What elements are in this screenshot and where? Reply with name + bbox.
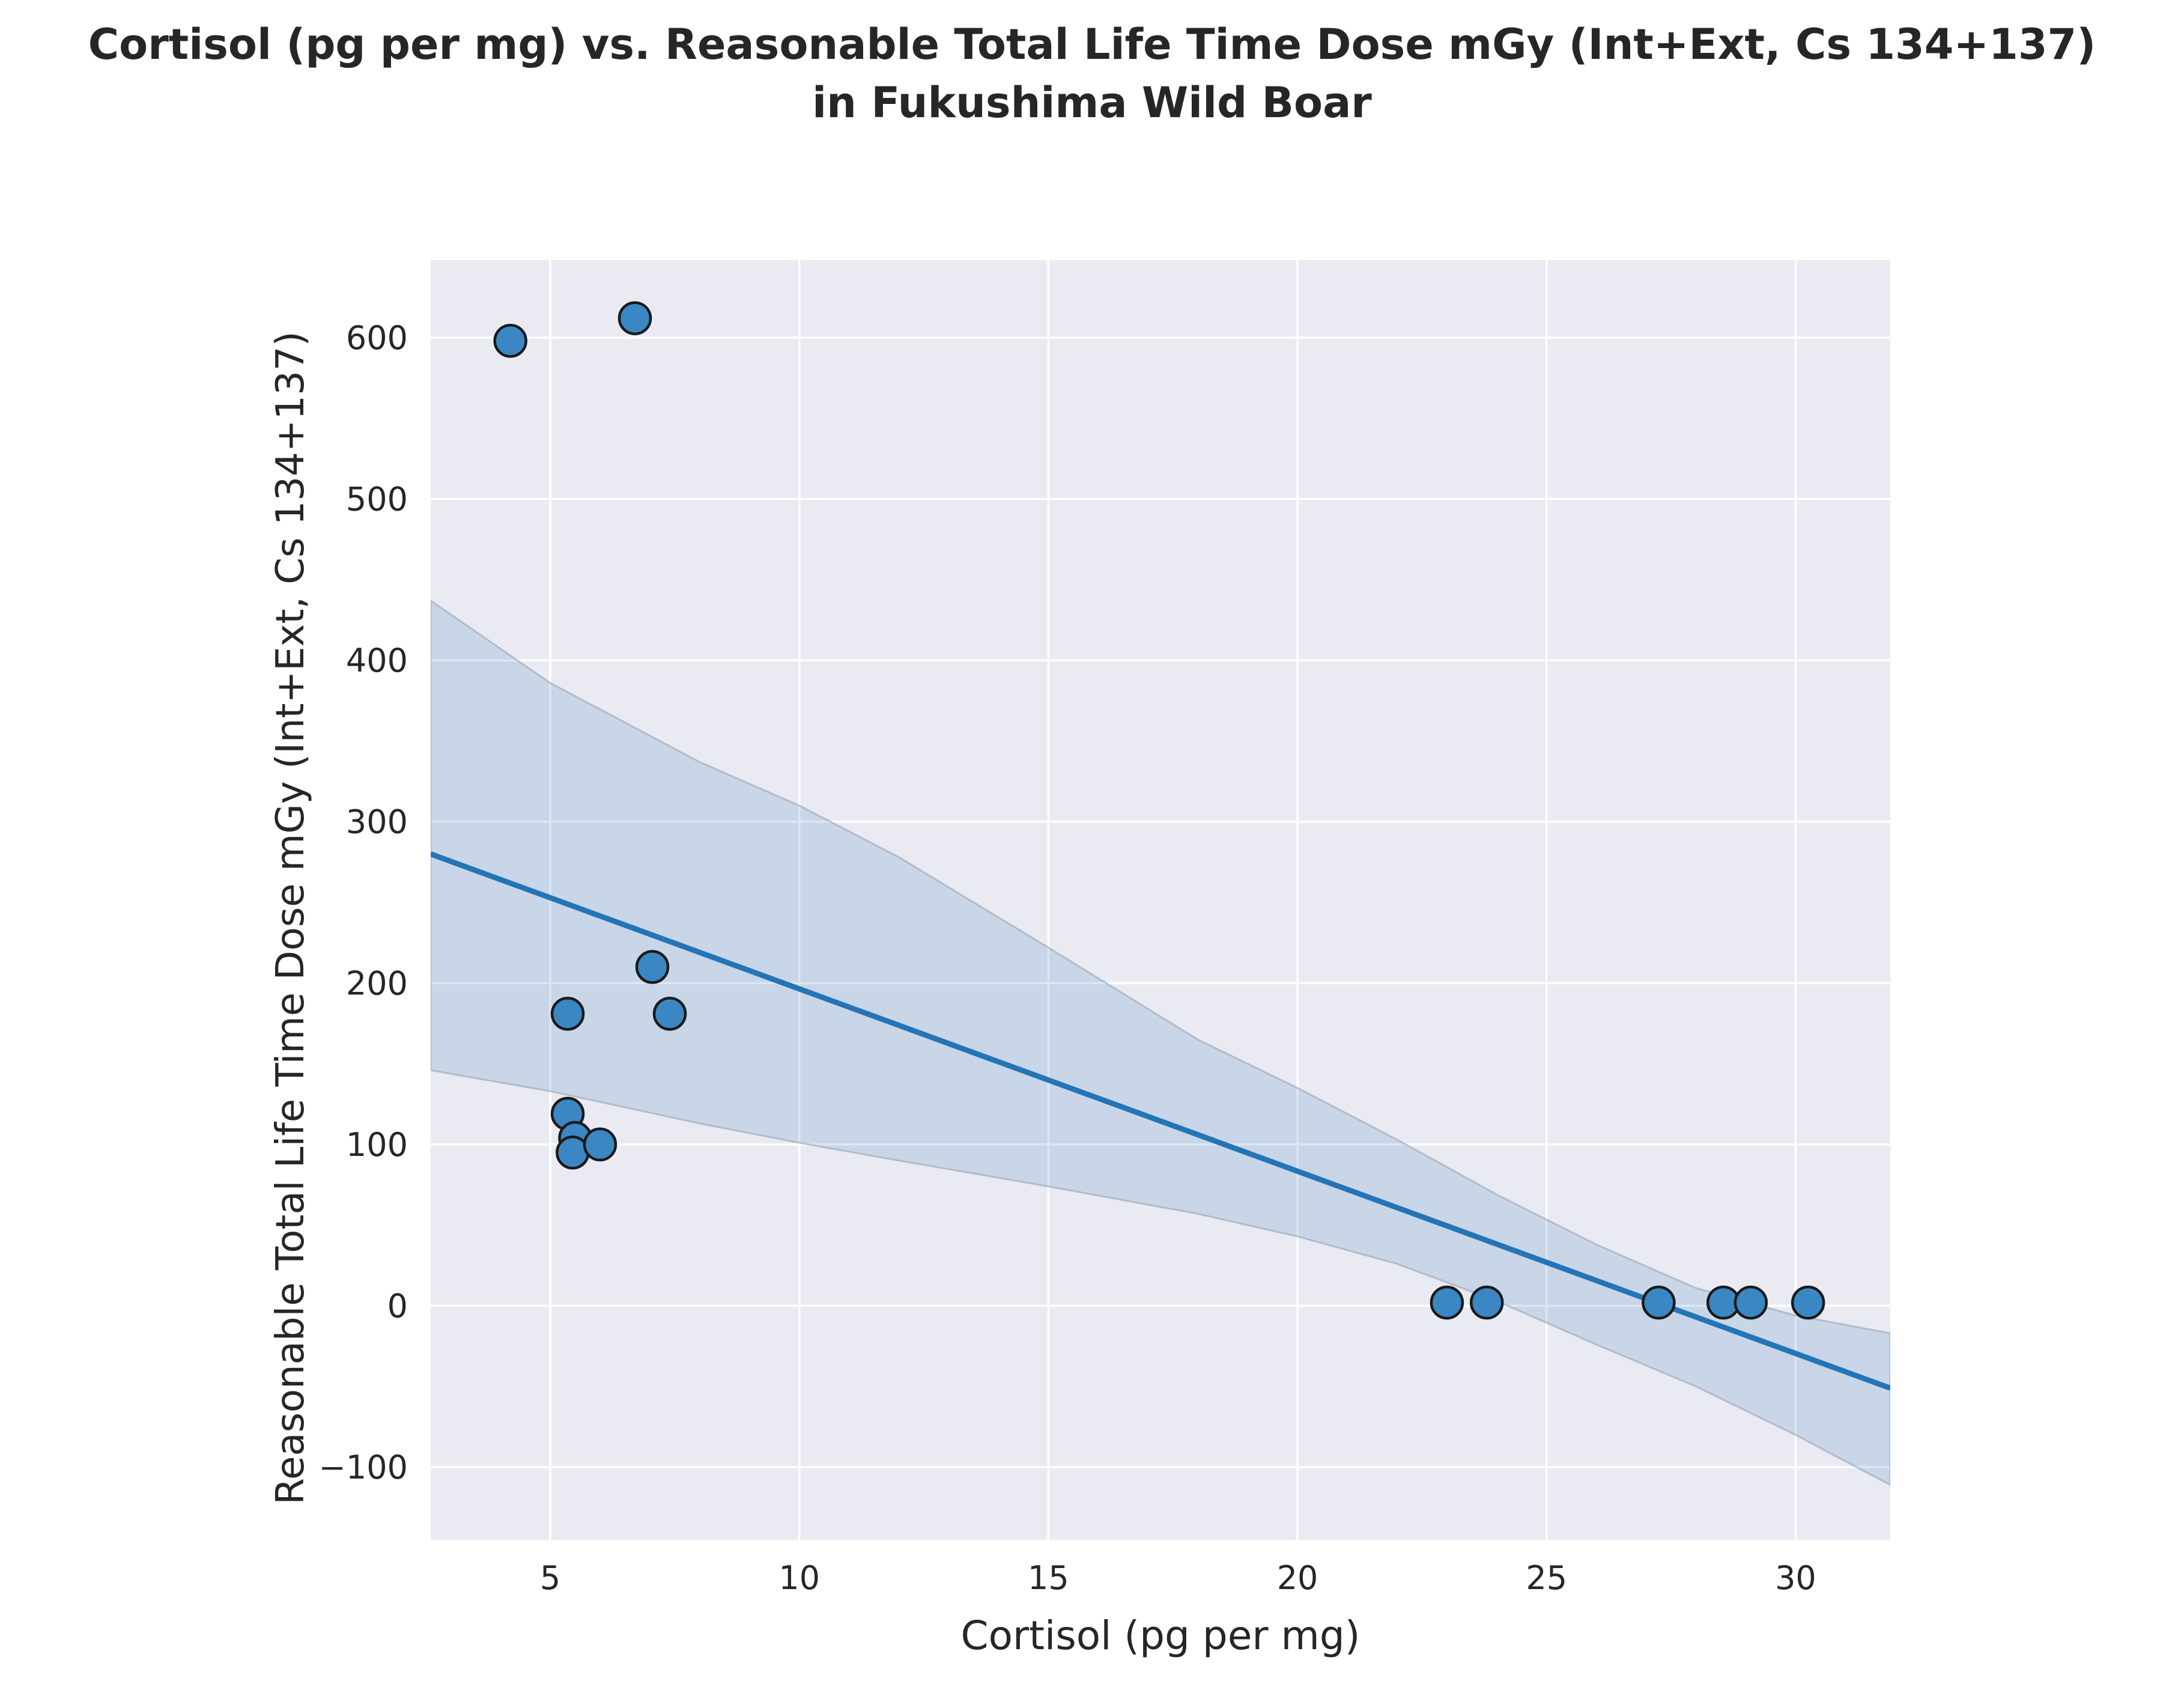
y-tick-label: 400 — [346, 642, 408, 679]
data-point — [1469, 1285, 1504, 1320]
y-tick-label: 100 — [346, 1126, 408, 1164]
y-tick-label: 600 — [346, 319, 408, 357]
confidence-band — [431, 599, 1890, 1486]
data-point — [617, 301, 652, 335]
grid-lines — [431, 260, 1890, 1540]
data-points — [493, 301, 1825, 1320]
data-point — [493, 324, 527, 358]
y-tick-label: 300 — [346, 803, 408, 841]
x-tick-label: 5 — [540, 1559, 560, 1597]
x-tick-label: 20 — [1277, 1559, 1318, 1597]
y-tick-label: 0 — [387, 1287, 408, 1325]
data-point — [550, 997, 585, 1031]
x-tick-label: 25 — [1526, 1559, 1567, 1597]
x-tick-label: 10 — [778, 1559, 820, 1597]
x-axis-ticks: 5 10 15 20 25 30 — [540, 1559, 1816, 1597]
data-point — [635, 950, 670, 984]
data-point — [1642, 1285, 1676, 1320]
plot-content — [431, 301, 1890, 1486]
y-axis-label: Reasonable Total Life Time Dose mGy (Int… — [268, 331, 313, 1504]
y-axis-ticks: −100 0 100 200 300 400 500 600 — [319, 319, 408, 1486]
data-point — [583, 1127, 617, 1162]
data-point — [1791, 1285, 1825, 1320]
data-point — [1734, 1285, 1768, 1320]
plot-area — [431, 260, 1890, 1540]
x-tick-label: 30 — [1775, 1559, 1816, 1597]
x-axis-label: Cortisol (pg per mg) — [961, 1613, 1360, 1659]
chart-title-line2: in Fukushima Wild Boar — [812, 78, 1372, 127]
chart-title-line1: Cortisol (pg per mg) vs. Reasonable Tota… — [88, 20, 2096, 69]
data-point — [1430, 1285, 1464, 1320]
y-tick-label: 200 — [346, 964, 408, 1002]
x-tick-label: 15 — [1028, 1559, 1069, 1597]
data-point — [652, 997, 687, 1031]
y-tick-label: −100 — [319, 1448, 408, 1486]
y-tick-label: 500 — [346, 481, 408, 518]
